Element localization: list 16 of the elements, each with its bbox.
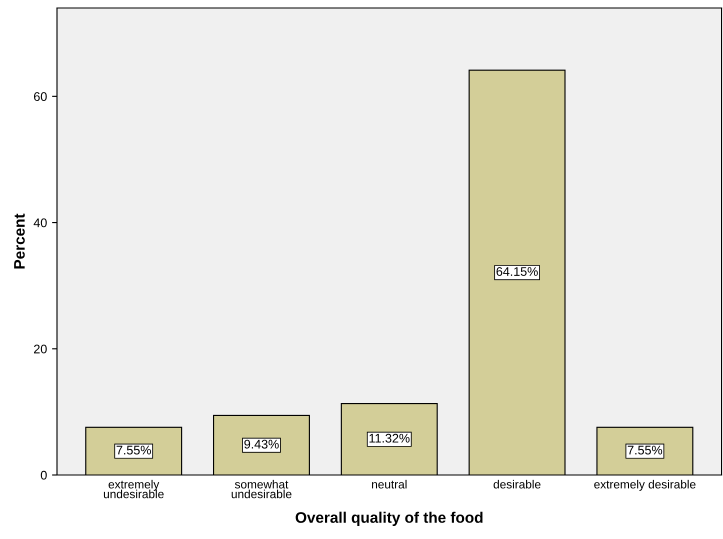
y-tick-label: 20 (34, 344, 47, 354)
x-tick-label: desirable (494, 480, 541, 489)
y-axis-title: Percent (14, 214, 25, 268)
x-tick-label: extremely desirable (594, 480, 696, 491)
x-axis-title: Overall quality of the food (296, 512, 482, 526)
data-label: 64.15% (496, 267, 538, 276)
data-label: 9.43% (244, 440, 279, 449)
x-tick-label: extremely undesirable (104, 480, 164, 498)
x-tick-label: neutral (372, 480, 407, 489)
data-label: 11.32% (369, 434, 410, 443)
y-tick-label: 0 (40, 470, 47, 480)
y-tick-label: 40 (34, 218, 47, 228)
x-tick-label: somewhat undesirable (232, 480, 292, 498)
data-label: 7.55% (628, 446, 662, 455)
y-tick-label: 60 (34, 92, 47, 102)
data-label: 7.55% (116, 446, 151, 455)
